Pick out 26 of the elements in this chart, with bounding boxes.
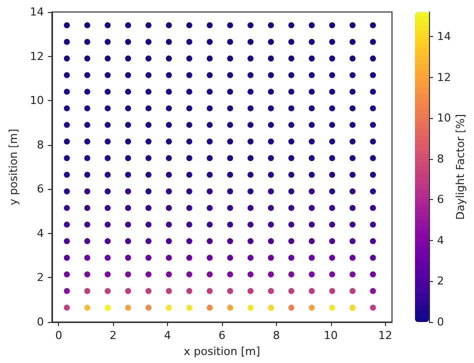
color-bar-label: 10 (437, 112, 451, 125)
x-axis-title: x position [m] (184, 344, 260, 358)
color-bar-label: 2 (437, 274, 444, 288)
color-bar-label: 12 (437, 70, 451, 84)
x-tick-label: 2 (110, 329, 117, 342)
color-bar-title: Daylight Factor [%] (454, 114, 467, 220)
x-tick-label: 8 (272, 329, 280, 342)
y-tick-label: 4 (36, 226, 44, 240)
color-bar-label: 4 (437, 234, 444, 247)
color-bar-label: 0 (437, 316, 444, 328)
y-tick-label: 8 (36, 138, 44, 152)
x-tick-label: 0 (55, 329, 62, 342)
x-tick-label: 10 (324, 329, 338, 342)
y-tick-label: 12 (30, 50, 44, 63)
y-tick-label: 14 (30, 6, 44, 18)
color-bar-label: 14 (437, 30, 451, 43)
y-tick-label: 10 (30, 94, 44, 108)
y-tick-label: 0 (36, 316, 44, 328)
x-tick-label: 12 (378, 329, 392, 342)
y-tick-label: 2 (36, 271, 44, 284)
y-axis-title: y position [m] (7, 128, 20, 206)
y-tick-label: 6 (36, 182, 44, 196)
color-bar-label: 8 (437, 152, 444, 166)
x-tick-label: 6 (218, 329, 226, 342)
color-bar-label: 6 (437, 193, 444, 206)
x-tick-label: 4 (164, 329, 172, 342)
